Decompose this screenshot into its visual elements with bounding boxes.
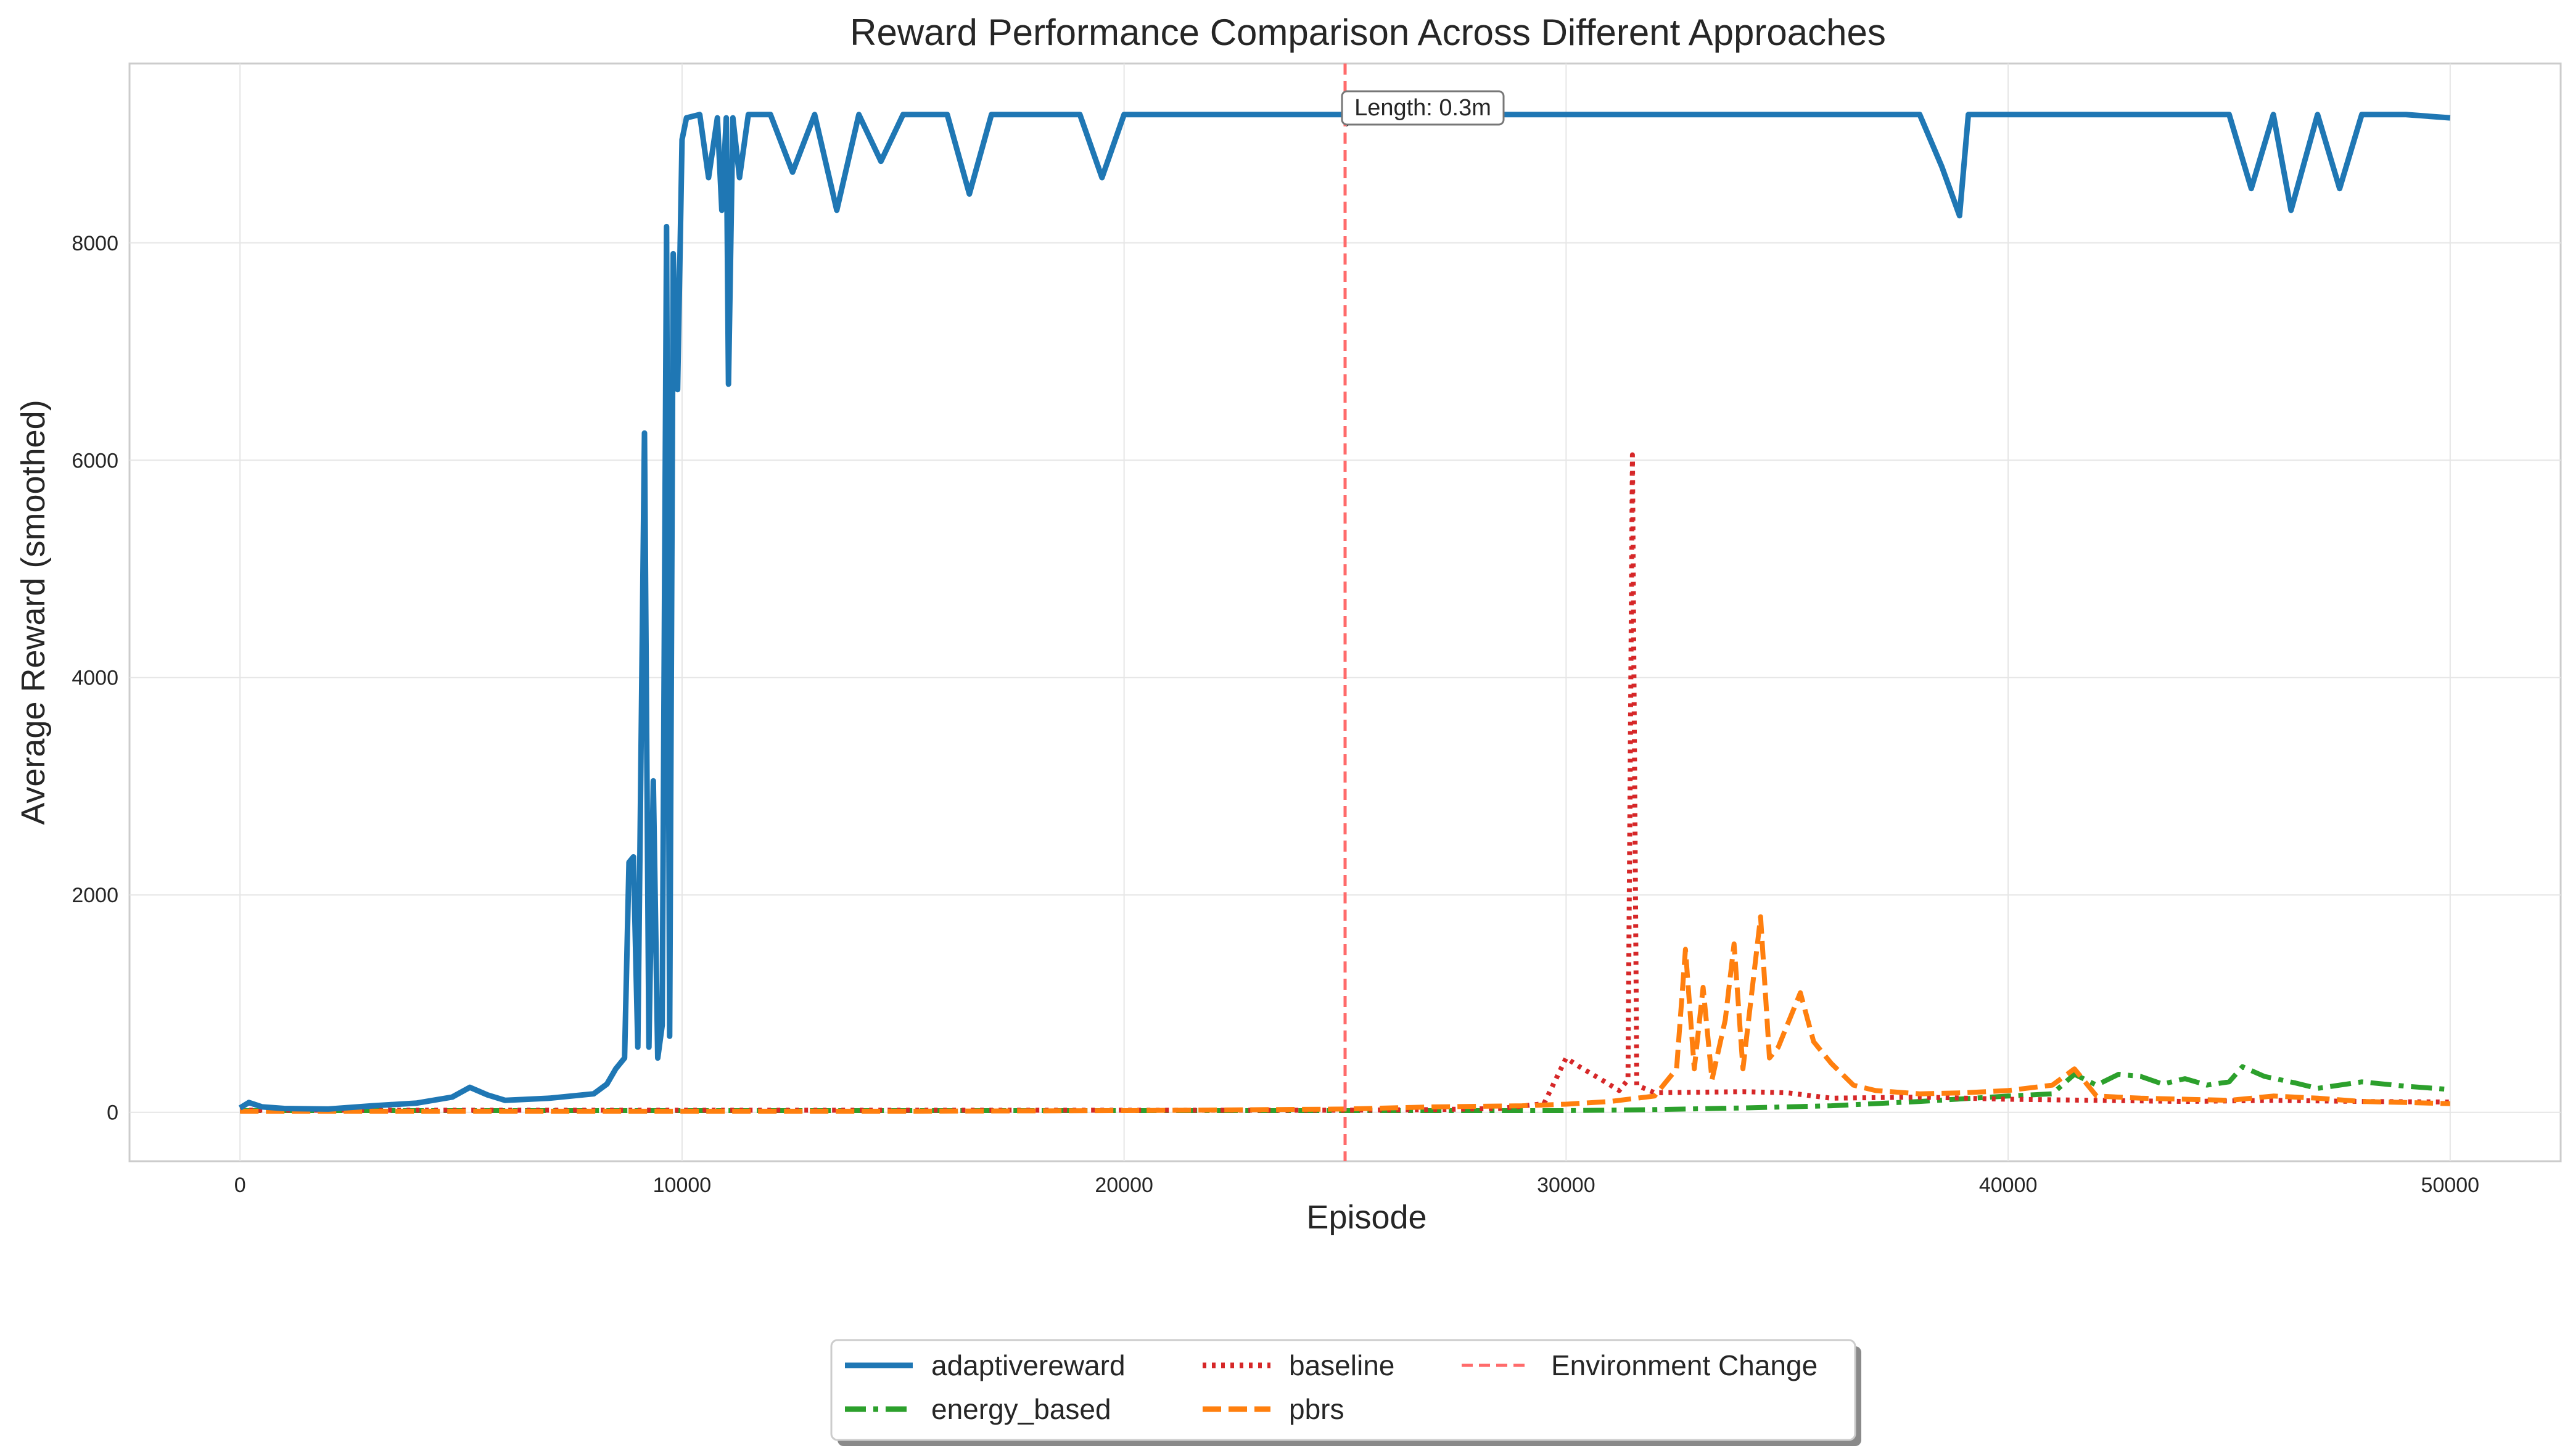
annotation: Length: 0.3m [1341,90,1505,127]
y-tick-label: 4000 [72,667,118,690]
annotation-text: Length: 0.3m [1354,95,1491,121]
legend-label-pbrs: pbrs [1289,1393,1344,1425]
y-axis-label: Average Reward (smoothed) [15,400,52,825]
series-line-energy_based [240,1064,2451,1113]
series-line-pbrs [240,914,2450,1114]
y-tick-label: 0 [107,1101,118,1125]
x-tick-label: 50000 [2421,1174,2480,1197]
series-line-baseline [240,452,2450,1113]
x-tick-label: 30000 [1537,1174,1595,1197]
x-tick-label: 0 [234,1174,246,1197]
legend-label-environment-change: Environment Change [1551,1349,1818,1381]
legend-label-baseline: baseline [1289,1349,1394,1381]
x-tick-label: 20000 [1095,1174,1153,1197]
tick-labels: 0 10000 20000 30000 40000 50000 0 2000 4000 6000 8… [72,232,2479,1197]
y-tick-label: 8000 [72,232,118,255]
legend-box [830,1339,1856,1441]
annotation-box [1341,90,1505,126]
series-lines [238,112,2451,1114]
y-tick-label: 2000 [72,884,118,907]
legend: adaptivereward energy_based baseline pbrs En… [830,1339,1861,1446]
x-axis-label: Episode [1306,1199,1426,1236]
y-tick-label: 6000 [72,449,118,472]
x-tick-label: 10000 [653,1174,712,1197]
legend-label-energy_based: energy_based [931,1393,1111,1425]
legend-label-adaptivereward: adaptivereward [931,1349,1126,1381]
series-line-adaptivereward [238,112,2451,1112]
x-tick-label: 40000 [1979,1174,2038,1197]
chart-title: Reward Performance Comparison Across Dif… [850,12,1886,53]
